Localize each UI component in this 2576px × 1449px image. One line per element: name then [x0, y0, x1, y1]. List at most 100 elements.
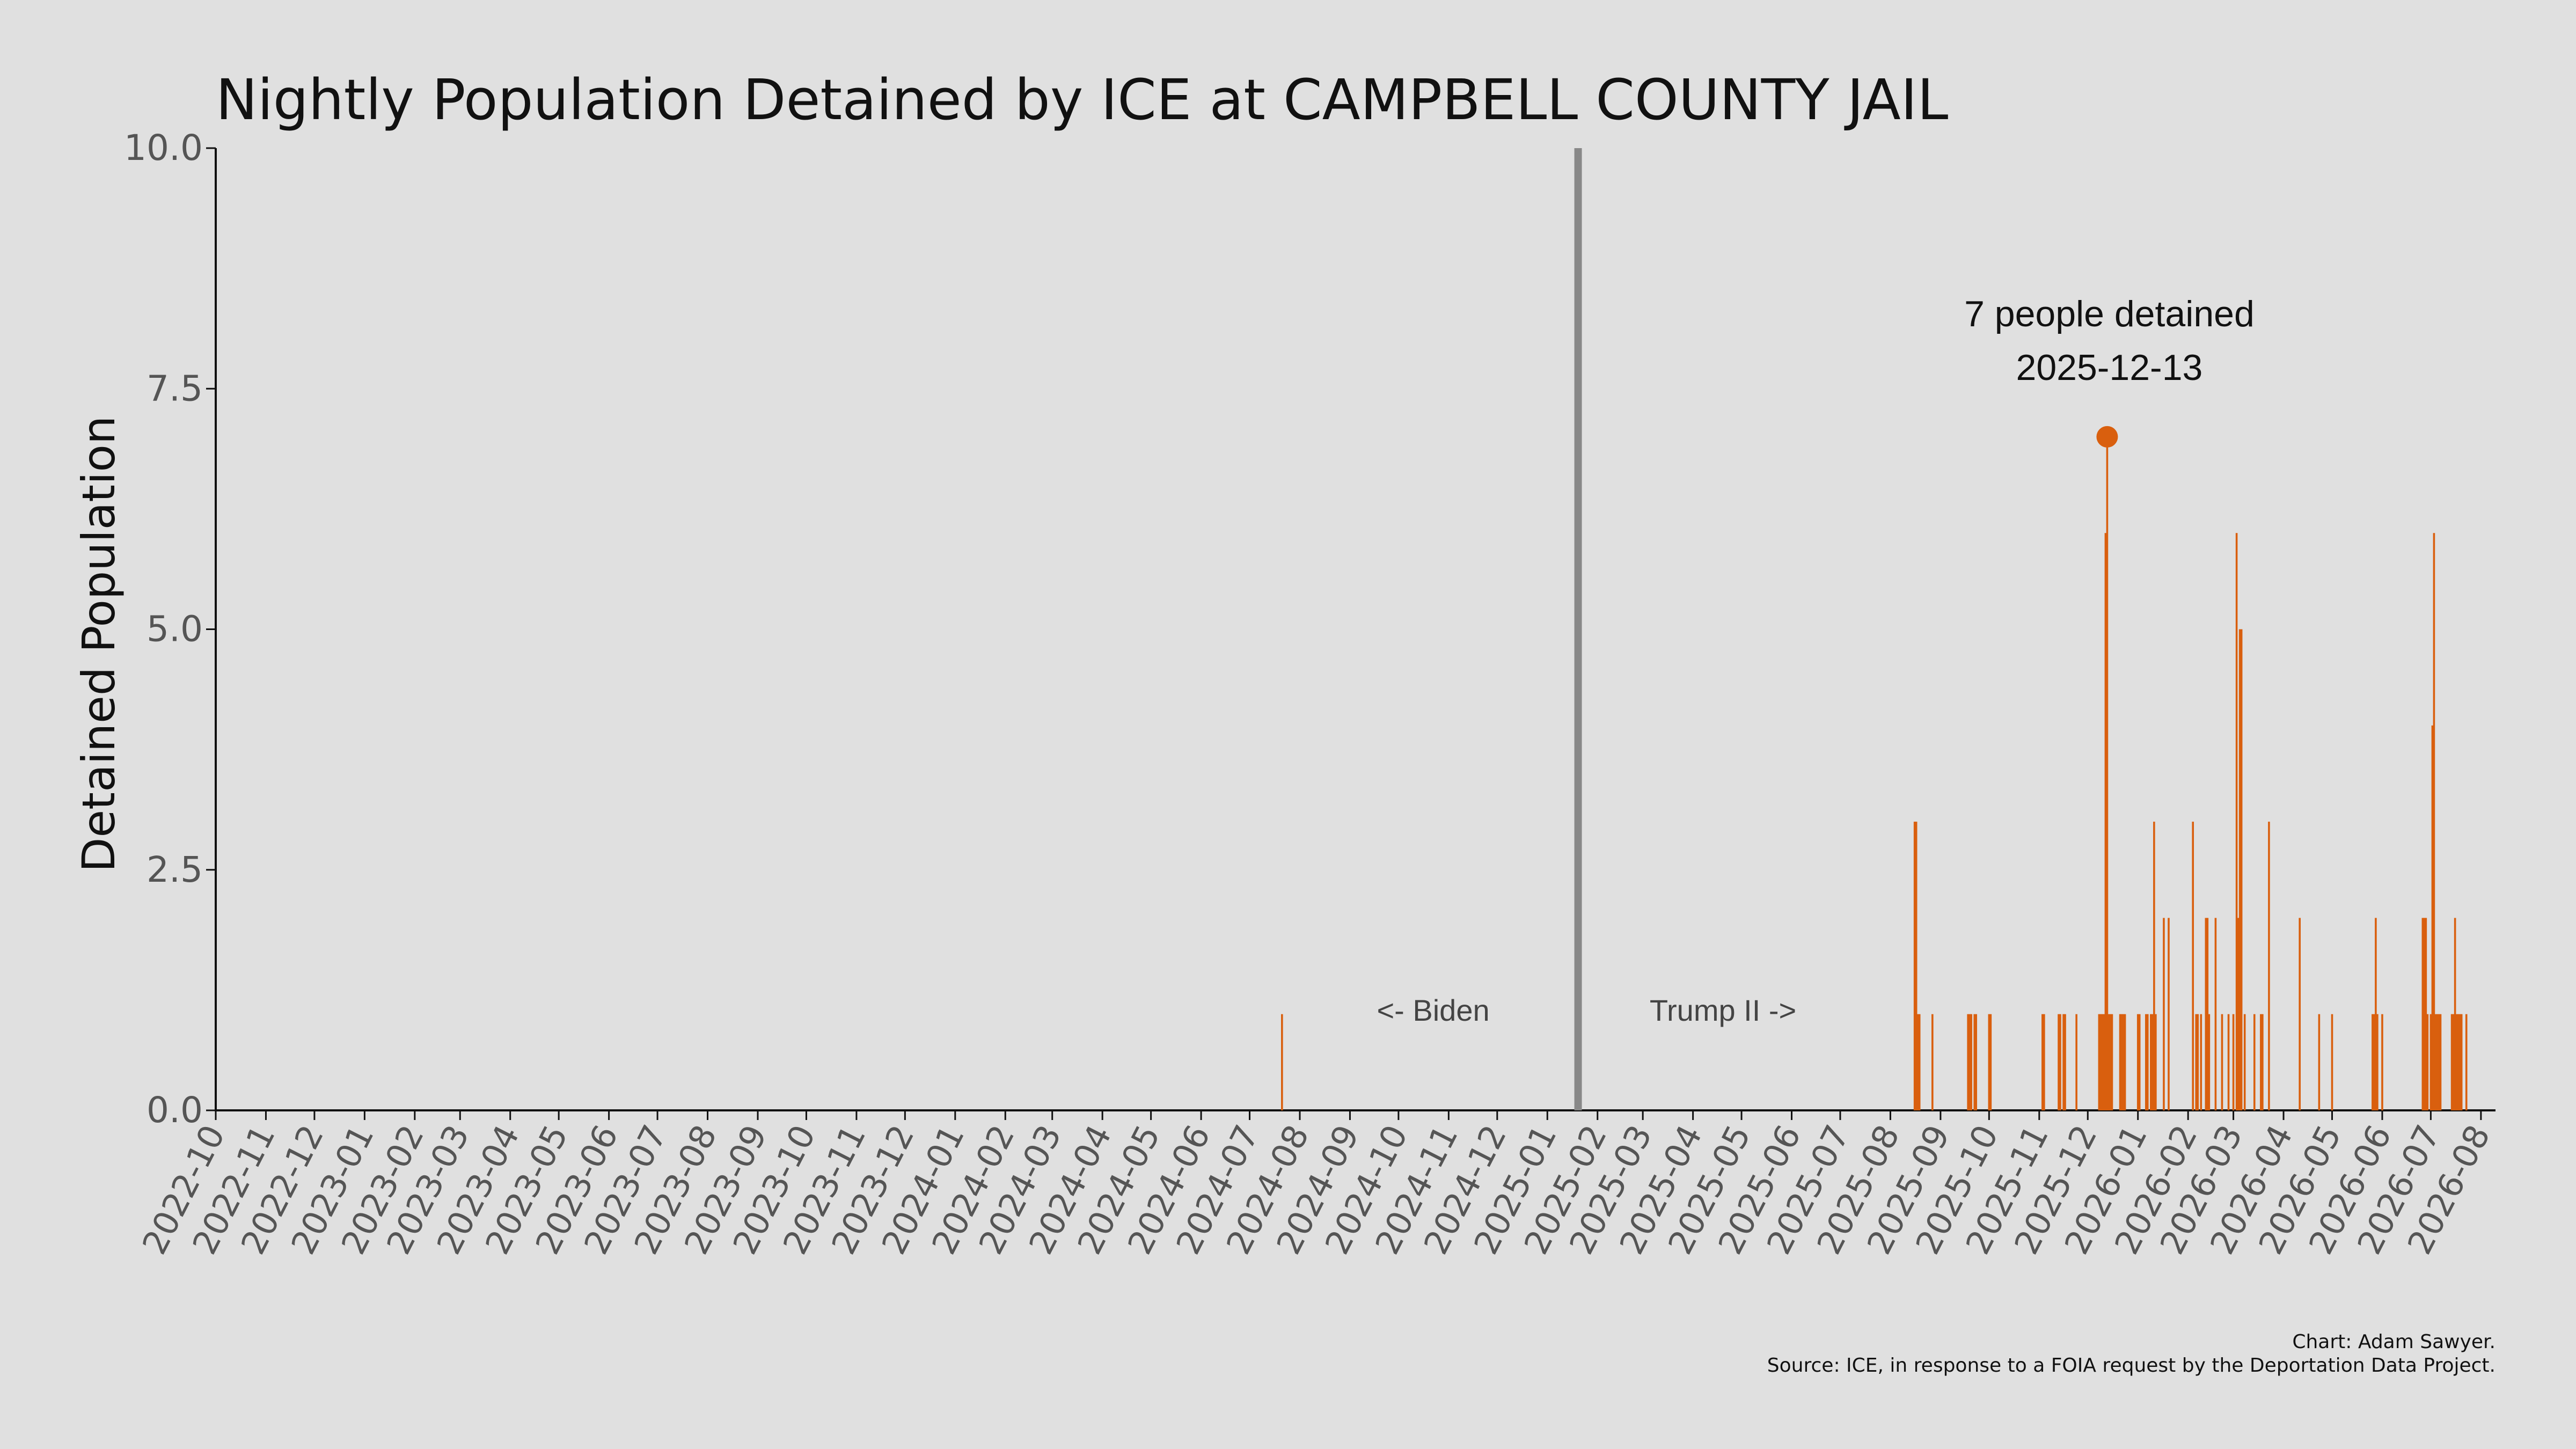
bar — [2221, 1014, 2223, 1110]
bar — [2227, 1014, 2230, 1110]
bar — [2200, 1014, 2202, 1110]
y-tick-label: 0.0 — [147, 1089, 203, 1131]
bar — [2429, 1014, 2432, 1110]
bar — [2150, 1014, 2152, 1110]
bar — [2381, 1014, 2383, 1110]
bar — [2124, 1014, 2126, 1110]
bar — [1967, 1014, 1969, 1110]
bar — [2237, 918, 2240, 1110]
bar — [2426, 1014, 2429, 1110]
bar — [2299, 918, 2301, 1110]
bar — [1968, 1014, 1971, 1110]
bar — [2452, 1014, 2455, 1110]
y-tick-label: 10.0 — [124, 127, 203, 169]
bar — [2145, 1014, 2147, 1110]
bar — [2168, 918, 2170, 1110]
bar — [2075, 1014, 2077, 1110]
bar — [1915, 822, 1918, 1110]
y-axis-ticks: 0.0 2.5 5.0 7.5 10.0 — [124, 127, 216, 1131]
y-axis-label: Detained Population — [72, 416, 125, 872]
bar — [2232, 1014, 2235, 1110]
bar — [2439, 1014, 2442, 1110]
bar — [2421, 918, 2424, 1110]
bar — [1975, 1014, 1978, 1110]
bar — [2146, 1014, 2149, 1110]
x-axis-ticks: 2022-102022-112022-122023-012023-022023-… — [135, 1110, 2498, 1261]
bar — [1916, 1014, 1919, 1110]
bar — [1281, 1014, 1283, 1110]
detention-bars — [1281, 436, 2468, 1111]
bar — [1931, 1014, 1934, 1110]
bar — [2457, 1014, 2460, 1110]
bar — [2043, 1014, 2045, 1110]
bar — [2260, 1014, 2262, 1110]
bar — [2465, 1014, 2468, 1110]
biden-era-label: <- Biden — [1377, 993, 1489, 1027]
bar — [2111, 1014, 2113, 1110]
bar — [2243, 1014, 2246, 1110]
bar — [2120, 1014, 2123, 1110]
bar — [2163, 918, 2165, 1110]
y-tick-label: 5.0 — [147, 609, 203, 650]
bar — [2059, 1014, 2061, 1110]
bar — [2450, 1014, 2453, 1110]
chart-source: Source: ICE, in response to a FOIA reque… — [1767, 1355, 2496, 1377]
bar — [2436, 1014, 2439, 1110]
peak-annotation-count: 7 people detained — [1964, 294, 2255, 334]
bar — [2151, 1014, 2154, 1110]
bar — [2240, 629, 2243, 1110]
bar — [2138, 1014, 2141, 1110]
bar — [2064, 1014, 2066, 1110]
bar — [1913, 822, 1916, 1110]
bar — [1973, 1014, 1976, 1110]
bar — [2460, 1014, 2463, 1110]
bar — [2058, 1014, 2060, 1110]
bar — [2101, 1014, 2104, 1110]
bar — [2235, 533, 2238, 1111]
bar — [2423, 918, 2426, 1110]
bar — [2454, 918, 2456, 1110]
bar — [2107, 1014, 2110, 1110]
bar — [2103, 1014, 2105, 1110]
bar — [2214, 918, 2217, 1110]
bar — [2331, 1014, 2333, 1110]
bar — [2206, 918, 2209, 1110]
bar — [2425, 918, 2427, 1110]
bar — [2455, 1014, 2458, 1110]
bar — [1988, 1014, 1990, 1110]
bar — [2106, 436, 2109, 1110]
bar — [2195, 1014, 2198, 1110]
bar — [2098, 1014, 2101, 1110]
bar — [2458, 1014, 2461, 1110]
chart-title: Nightly Population Detained by ICE at CA… — [216, 67, 1948, 133]
bar — [2197, 1014, 2199, 1110]
bar — [2192, 822, 2194, 1110]
bar — [2119, 1014, 2121, 1110]
y-tick-label: 2.5 — [147, 849, 203, 890]
bar — [2318, 1014, 2321, 1110]
bar — [1989, 1014, 1992, 1110]
bar — [2109, 1014, 2112, 1110]
bar — [2041, 1014, 2044, 1110]
bar — [2122, 1014, 2125, 1110]
peak-annotation-date: 2025-12-13 — [2016, 347, 2203, 388]
chart-credit: Chart: Adam Sawyer. — [2292, 1331, 2496, 1353]
bar — [2262, 1014, 2264, 1110]
bar — [2253, 1014, 2256, 1110]
bar — [2375, 918, 2377, 1110]
bar — [2373, 1014, 2375, 1110]
bar — [2434, 1014, 2437, 1110]
peak-marker — [2096, 426, 2118, 448]
bar — [2238, 629, 2241, 1110]
bar — [2099, 1014, 2102, 1110]
bar — [2153, 822, 2155, 1110]
bar — [2136, 1014, 2139, 1110]
bar — [2062, 1014, 2065, 1110]
bar — [2268, 822, 2270, 1110]
bar — [2438, 1014, 2440, 1110]
bar — [2205, 918, 2207, 1110]
bar — [2431, 725, 2434, 1110]
bar — [2433, 533, 2435, 1111]
trump-era-label: Trump II -> — [1650, 993, 1796, 1027]
bar — [2372, 1014, 2374, 1110]
